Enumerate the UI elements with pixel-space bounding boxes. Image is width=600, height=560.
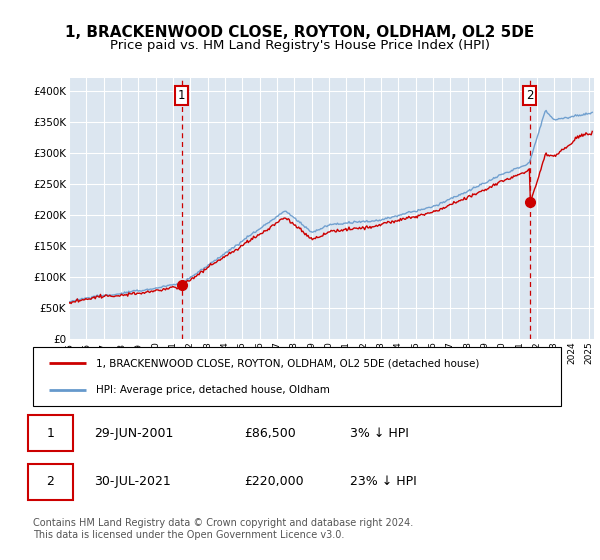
Text: 30-JUL-2021: 30-JUL-2021 <box>94 475 170 488</box>
Text: 1: 1 <box>46 427 55 440</box>
Text: HPI: Average price, detached house, Oldham: HPI: Average price, detached house, Oldh… <box>97 385 330 395</box>
Text: 1, BRACKENWOOD CLOSE, ROYTON, OLDHAM, OL2 5DE: 1, BRACKENWOOD CLOSE, ROYTON, OLDHAM, OL… <box>65 25 535 40</box>
FancyBboxPatch shape <box>33 347 561 406</box>
Text: 1: 1 <box>178 89 185 102</box>
Text: 29-JUN-2001: 29-JUN-2001 <box>94 427 173 440</box>
Text: Price paid vs. HM Land Registry's House Price Index (HPI): Price paid vs. HM Land Registry's House … <box>110 39 490 52</box>
FancyBboxPatch shape <box>28 415 73 451</box>
Text: 2: 2 <box>526 89 533 102</box>
Text: 1, BRACKENWOOD CLOSE, ROYTON, OLDHAM, OL2 5DE (detached house): 1, BRACKENWOOD CLOSE, ROYTON, OLDHAM, OL… <box>97 358 480 368</box>
Text: £86,500: £86,500 <box>244 427 296 440</box>
Text: £220,000: £220,000 <box>244 475 304 488</box>
Text: 3% ↓ HPI: 3% ↓ HPI <box>350 427 409 440</box>
Text: Contains HM Land Registry data © Crown copyright and database right 2024.
This d: Contains HM Land Registry data © Crown c… <box>33 518 413 540</box>
Text: 23% ↓ HPI: 23% ↓ HPI <box>350 475 416 488</box>
FancyBboxPatch shape <box>28 464 73 500</box>
Text: 2: 2 <box>46 475 55 488</box>
